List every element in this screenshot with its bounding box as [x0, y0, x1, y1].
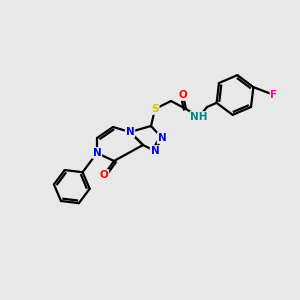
Text: F: F — [270, 90, 278, 100]
Text: O: O — [100, 170, 108, 180]
Text: S: S — [151, 104, 159, 114]
Text: N: N — [151, 146, 159, 156]
Text: O: O — [178, 90, 188, 100]
Text: N: N — [158, 133, 166, 143]
Text: NH: NH — [190, 112, 208, 122]
Text: N: N — [93, 148, 101, 158]
Text: N: N — [126, 127, 134, 137]
